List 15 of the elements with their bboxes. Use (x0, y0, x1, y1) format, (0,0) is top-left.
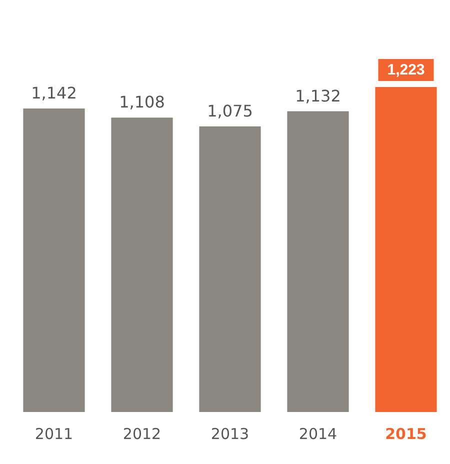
data-label: 1,142 (31, 84, 77, 103)
data-label: 1,223 (387, 62, 425, 79)
data-label: 1,132 (295, 86, 341, 106)
x-tick-label: 2014 (298, 424, 338, 443)
bar (111, 118, 173, 412)
data-label: 1,108 (119, 92, 165, 112)
bar (199, 126, 261, 412)
x-tick-label: 2011 (34, 424, 74, 443)
x-tick-label: 2012 (122, 424, 162, 443)
bar (375, 87, 437, 412)
bar (287, 111, 349, 412)
x-tick-label: 2015 (385, 424, 427, 443)
data-label: 1,075 (207, 102, 253, 121)
bar (23, 108, 85, 412)
x-tick-label: 2013 (210, 424, 250, 443)
